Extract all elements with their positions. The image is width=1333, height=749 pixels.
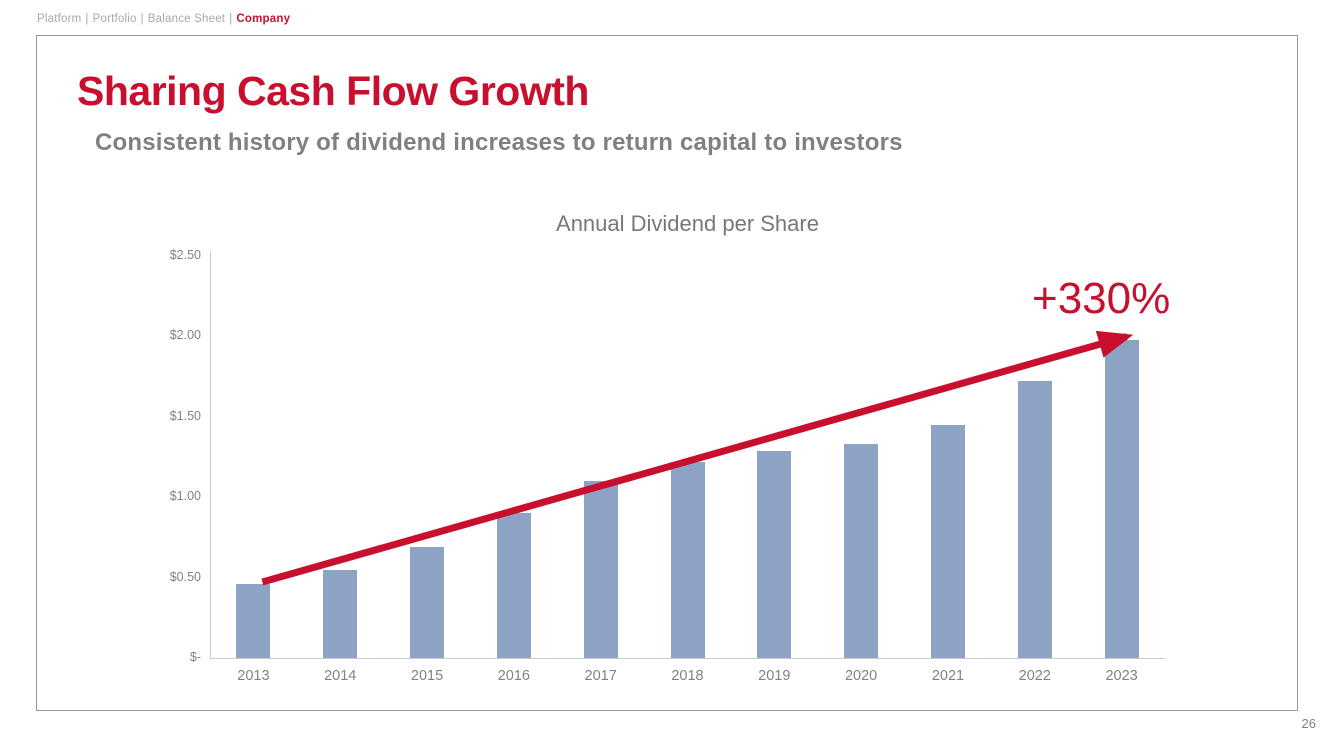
- x-tick-label-2017: 2017: [584, 668, 617, 684]
- slide-title: Sharing Cash Flow Growth: [77, 68, 589, 114]
- breadcrumb: Platform | Portfolio | Balance Sheet | Company: [37, 13, 290, 25]
- slide-subtitle: Consistent history of dividend increases…: [95, 129, 903, 156]
- bar-2015: [410, 547, 445, 658]
- x-tick-label-2016: 2016: [497, 668, 530, 684]
- y-tick-label: $2.50: [169, 248, 201, 262]
- y-tick-label: $1.50: [169, 408, 201, 423]
- bar-2017: [583, 481, 618, 658]
- breadcrumb-item-company: Company: [236, 13, 291, 25]
- x-tick-label-2023: 2023: [1105, 668, 1138, 684]
- x-axis-line: [210, 658, 1165, 659]
- x-tick-label-2021: 2021: [931, 668, 965, 684]
- x-tick-label-2013: 2013: [237, 668, 270, 684]
- breadcrumb-separator: |: [140, 13, 144, 25]
- bar-2016: [496, 513, 531, 658]
- bar-2013: [236, 584, 271, 658]
- x-tick-label-2019: 2019: [758, 668, 791, 684]
- x-tick-label-2015: 2015: [410, 668, 444, 684]
- y-axis-line: [210, 251, 211, 658]
- breadcrumb-item-portfolio: Portfolio: [92, 13, 137, 25]
- x-tick-label-2018: 2018: [671, 668, 704, 684]
- y-tick-label: $2.00: [169, 328, 201, 343]
- bar-2021: [930, 424, 965, 658]
- bar-2019: [757, 450, 792, 658]
- y-tick-label: $0.50: [169, 569, 201, 584]
- bar-2018: [670, 461, 705, 658]
- breadcrumb-separator: |: [229, 13, 233, 25]
- breadcrumb-separator: |: [85, 13, 89, 25]
- x-tick-label-2014: 2014: [324, 668, 357, 684]
- bar-2023: [1104, 339, 1139, 658]
- chart-title: Annual Dividend per Share: [556, 211, 819, 236]
- y-tick-label: $-: [189, 650, 201, 664]
- bar-2020: [844, 444, 879, 658]
- x-tick-label-2022: 2022: [1018, 668, 1051, 684]
- x-tick-label-2020: 2020: [844, 668, 878, 684]
- bar-2022: [1017, 381, 1052, 658]
- y-tick-label: $1.00: [169, 489, 201, 504]
- growth-annotation: +330%: [1032, 274, 1171, 323]
- page-number: 26: [1301, 716, 1316, 731]
- bar-2014: [323, 569, 358, 658]
- breadcrumb-item-balance-sheet: Balance Sheet: [147, 13, 226, 25]
- breadcrumb-item-platform: Platform: [37, 13, 82, 25]
